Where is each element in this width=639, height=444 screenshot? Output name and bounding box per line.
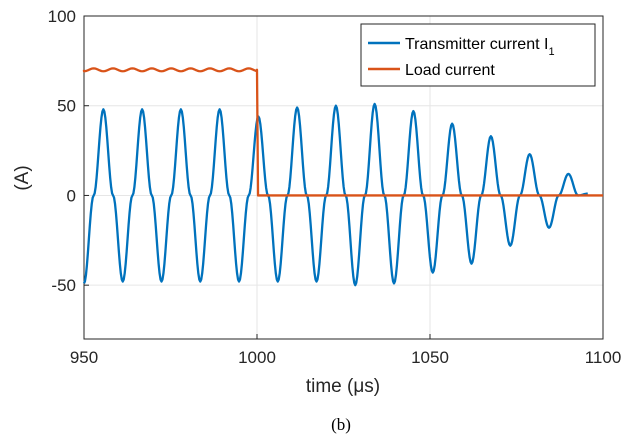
x-tick-label: 950 xyxy=(70,348,98,367)
x-tick-label: 1100 xyxy=(585,348,622,367)
series-line-load xyxy=(82,67,603,197)
legend-label-load: Load current xyxy=(405,62,495,79)
plot-area-frame xyxy=(83,15,604,340)
y-tick-label: 50 xyxy=(57,97,76,116)
figure-caption: (b) xyxy=(331,415,351,434)
x-tick-label: 1000 xyxy=(238,348,276,367)
legend-label-transmitter-subscript: 1 xyxy=(548,46,554,58)
y-tick-label: -50 xyxy=(51,276,76,295)
x-ticks: 950 1000 1050 1100 xyxy=(70,334,621,367)
y-tick-label: 0 xyxy=(67,186,76,205)
y-axis-label: (A) xyxy=(12,165,33,190)
y-tick-label: 100 xyxy=(48,7,76,26)
x-tick-label: 1050 xyxy=(411,348,449,367)
legend-label-transmitter-text: Transmitter current I xyxy=(405,36,548,53)
series-line-transmitter xyxy=(82,102,588,287)
legend-box xyxy=(360,23,596,87)
y-ticks: -50 0 50 100 xyxy=(48,7,89,295)
series-layer xyxy=(82,67,603,287)
x-axis-label: time (μs) xyxy=(306,376,380,397)
legend: Transmitter current I1 Load current xyxy=(360,23,596,87)
legend-label-transmitter: Transmitter current I1 xyxy=(405,36,555,58)
